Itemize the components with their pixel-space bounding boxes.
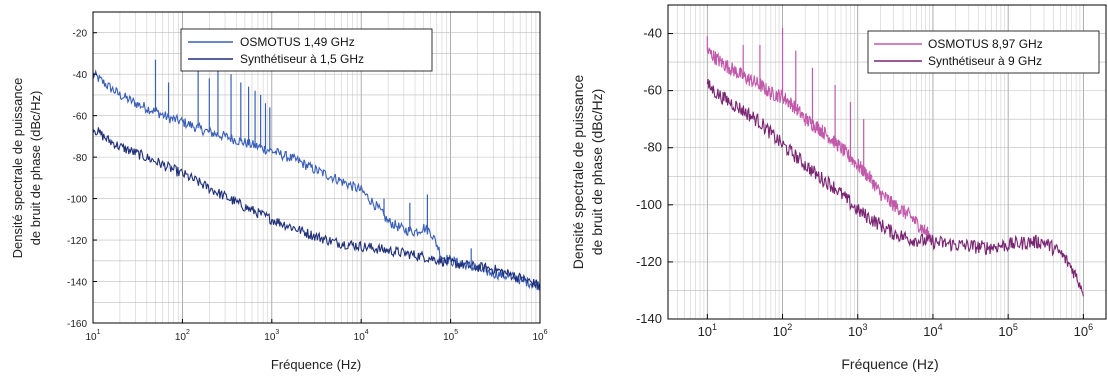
- legend: OSMOTUS 8,97 GHz Synthétiseur à 9 GHz: [867, 30, 1100, 74]
- y-tick-label: -80: [643, 140, 662, 155]
- y-tick-label: -40: [73, 70, 88, 81]
- x-tick-label: 101: [698, 322, 717, 339]
- legend-box: [180, 28, 433, 72]
- series-line-1: [92, 127, 541, 290]
- legend-label-synthetiseur: Synthétiseur à 9 GHz: [928, 54, 1042, 68]
- y-tick-label: -60: [643, 83, 662, 98]
- chart-left: Densité spectrale de puissance de bruit …: [10, 11, 548, 372]
- x-tick-label: 103: [264, 329, 279, 343]
- legend-box: [867, 30, 1100, 74]
- ylabel-line1: Densité spectrale de puissance: [10, 78, 25, 259]
- series-layer: [706, 27, 1084, 297]
- x-tick-label: 104: [354, 329, 369, 343]
- legend: OSMOTUS 1,49 GHz Synthétiseur à 1,5 GHz: [180, 28, 433, 72]
- x-tick-label: 102: [773, 322, 792, 339]
- y-tick-label: -140: [67, 278, 87, 289]
- ticks: -140 -120 -100 -80 -60 -40 101 102 103 104 105 106: [636, 26, 1093, 339]
- legend-label-synthetiseur: Synthétiseur à 1,5 GHz: [240, 52, 364, 66]
- y-tick-label: -160: [67, 319, 87, 330]
- y-tick-label: -100: [67, 195, 87, 206]
- y-tick-label: -140: [636, 311, 662, 326]
- x-tick-label: 105: [998, 322, 1017, 339]
- ylabel-line2: de bruit de phase (dBc/Hz): [589, 89, 605, 256]
- y-tick-label: -20: [73, 29, 88, 40]
- ylabel-line1: Densité spectrale de puissance: [570, 75, 586, 270]
- x-tick-label: 103: [848, 322, 867, 339]
- series-line-1: [706, 79, 1084, 297]
- y-tick-label: -40: [643, 26, 662, 41]
- ylabel-line2: de bruit de phase (dBc/Hz): [28, 91, 43, 246]
- legend-label-osmotus: OSMOTUS 1,49 GHz: [240, 35, 355, 49]
- xlabel: Fréquence (Hz): [841, 356, 938, 372]
- plot-frame: [667, 4, 1107, 320]
- x-tick-label: 104: [923, 322, 942, 339]
- chart-right: Densité spectrale de puissance de bruit …: [570, 4, 1107, 372]
- series-line-0: [92, 69, 541, 291]
- y-tick-label: -60: [73, 112, 88, 123]
- x-tick-label: 106: [1074, 322, 1093, 339]
- y-tick-label: -120: [67, 236, 87, 247]
- x-tick-label: 102: [175, 329, 190, 343]
- series-layer: [92, 59, 541, 291]
- x-tick-label: 106: [532, 329, 547, 343]
- y-tick-label: -120: [636, 254, 662, 269]
- x-tick-label: 101: [85, 329, 100, 343]
- legend-label-osmotus: OSMOTUS 8,97 GHz: [928, 37, 1043, 51]
- series-line-0: [707, 47, 934, 244]
- y-tick-label: -100: [636, 197, 662, 212]
- x-tick-label: 105: [443, 329, 458, 343]
- ticks: -160 -140 -120 -100 -80 -60 -40 -20 101 102 103 104…: [67, 29, 548, 343]
- plot-frame: [92, 11, 541, 324]
- xlabel: Fréquence (Hz): [271, 357, 361, 372]
- y-tick-label: -80: [73, 153, 88, 164]
